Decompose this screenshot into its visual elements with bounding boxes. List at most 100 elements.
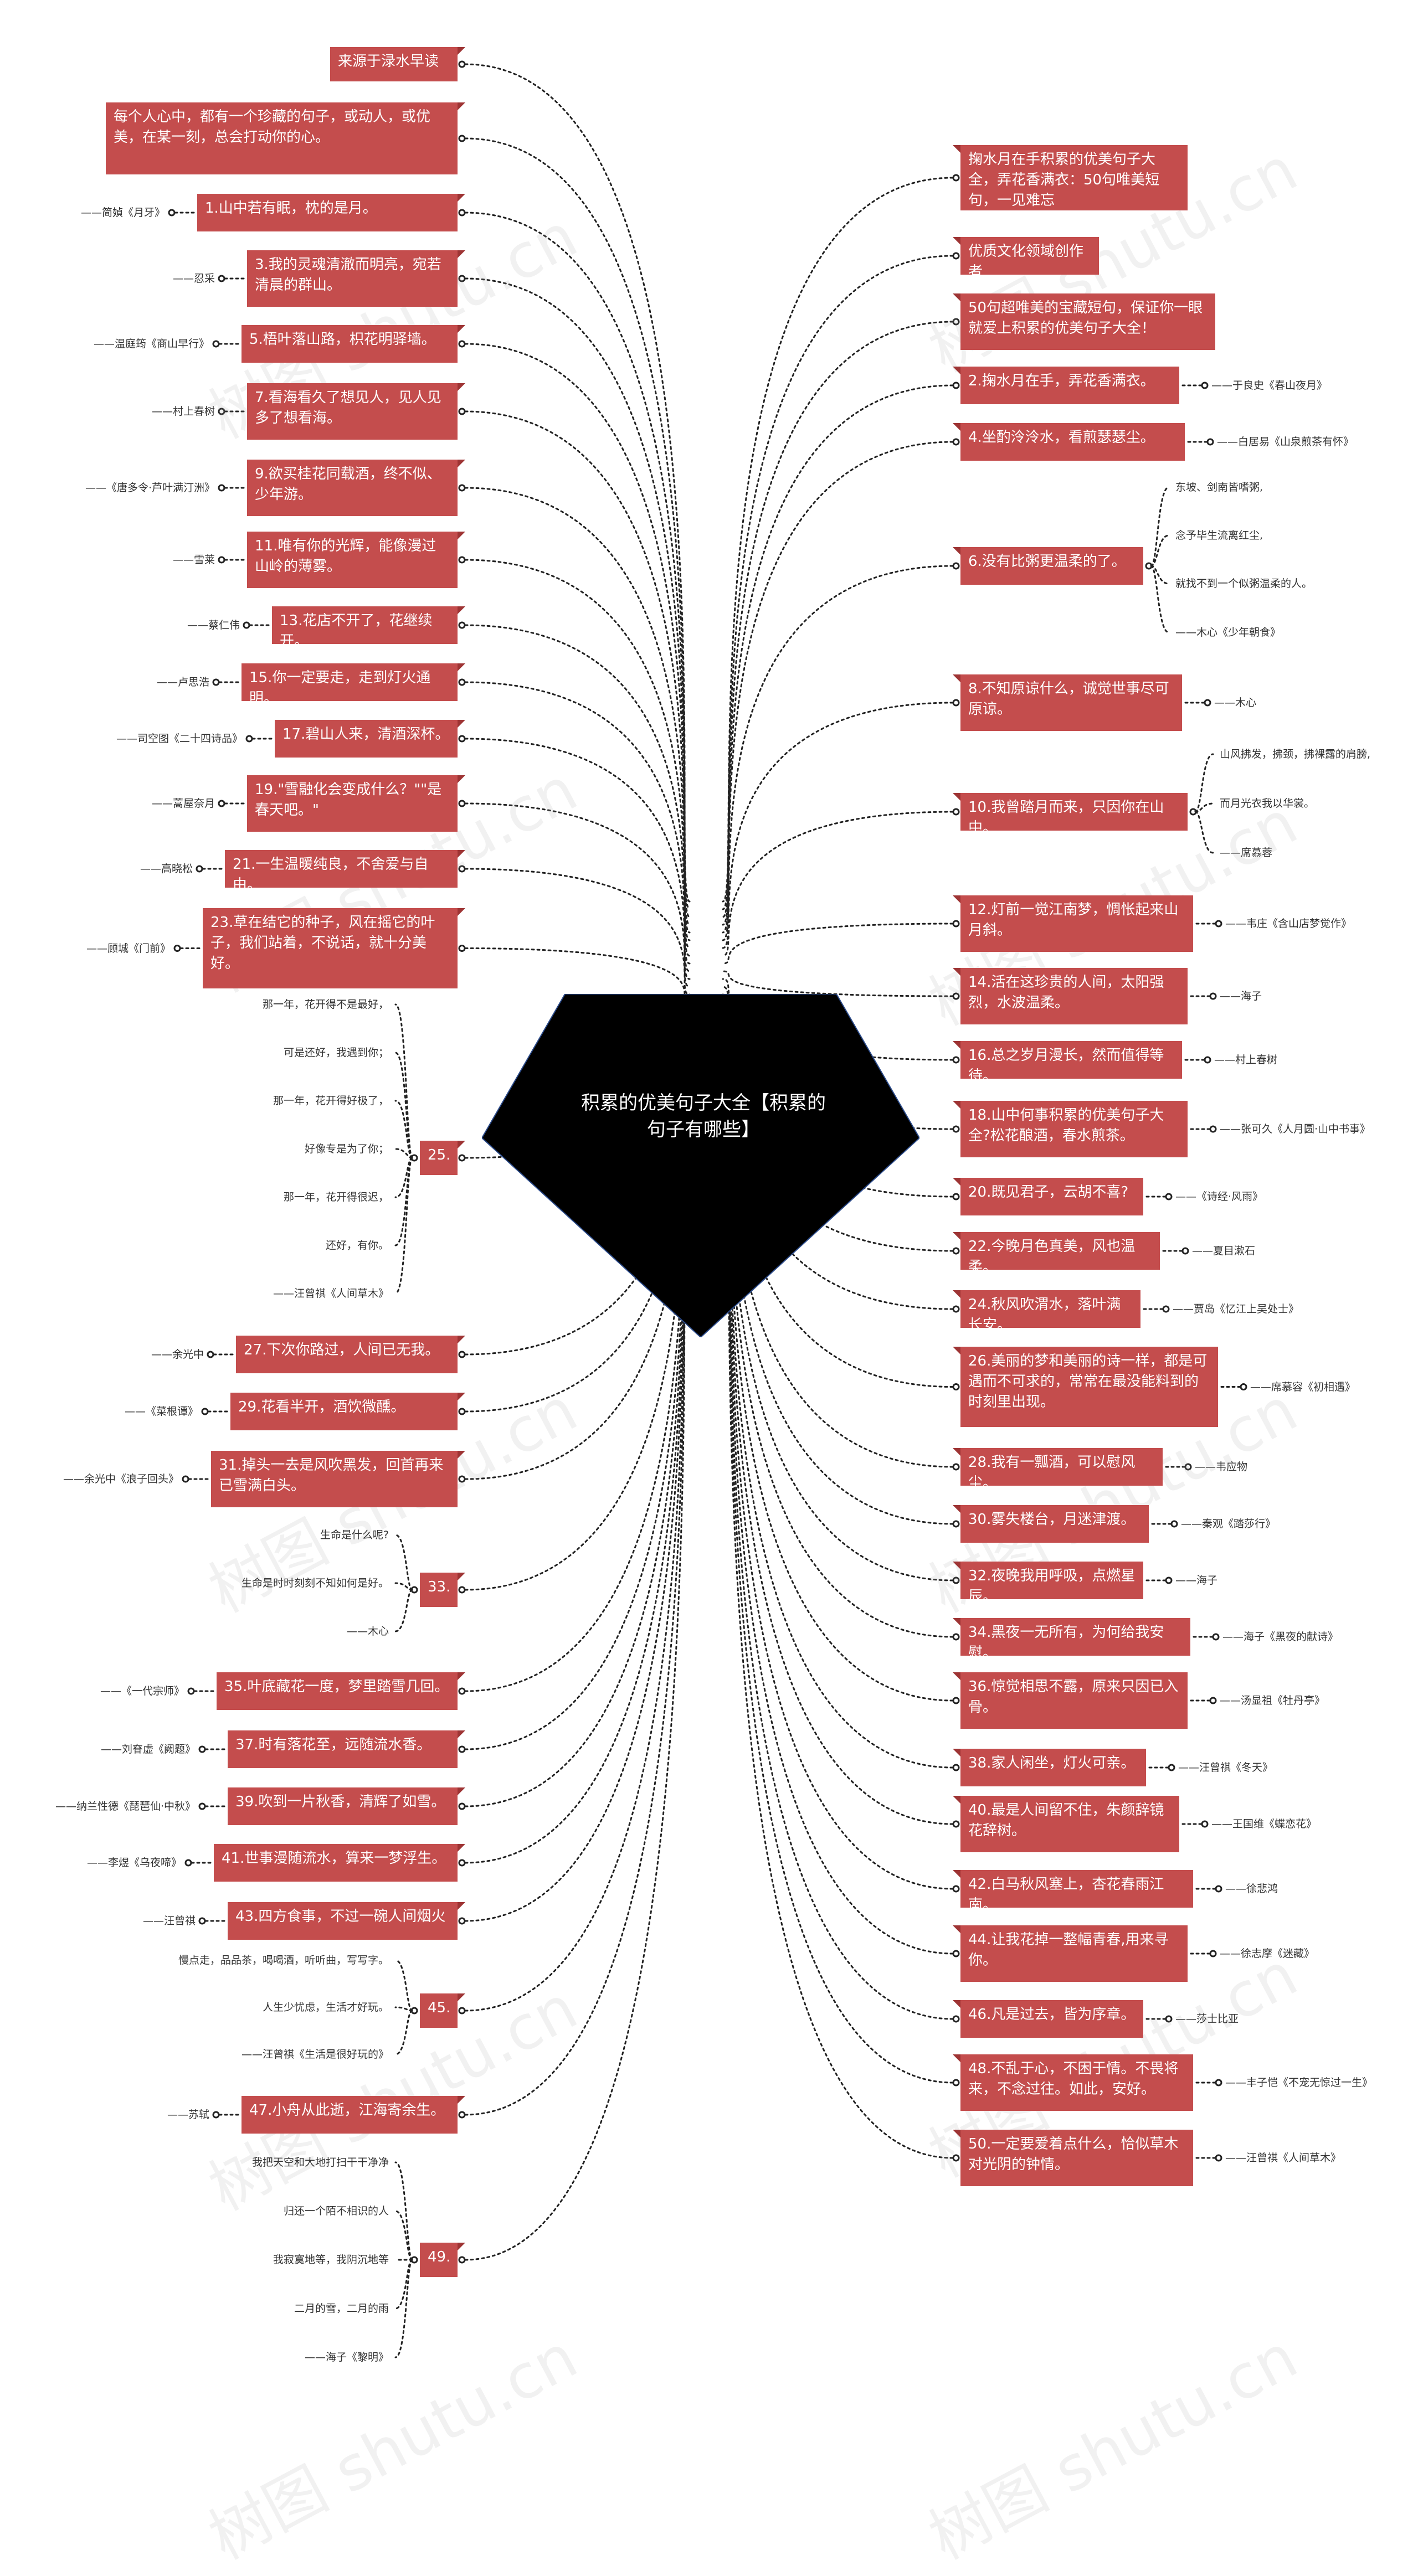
- left-leaf-text: 那一年，花开得不是最好，: [262, 998, 389, 1011]
- left-branch-node[interactable]: 3.我的灵魂清澈而明亮，宛若清晨的群山。: [247, 250, 465, 307]
- right-branch-node[interactable]: 46.凡是过去，皆为序章。: [953, 2000, 1143, 2038]
- right-branch-node[interactable]: 42.白马秋风塞上，杏花春雨江南。: [953, 1870, 1193, 1913]
- right-branch-node[interactable]: 34.黑夜一无所有，为何给我安慰。: [953, 1618, 1190, 1661]
- right-leaf-text: ——汪曾祺《冬天》: [1178, 1761, 1273, 1774]
- left-leaf-text: ——李煜《乌夜啼》: [86, 1857, 182, 1869]
- left-branch-node[interactable]: 15.你一定要走，走到灯火通明。: [242, 663, 465, 707]
- left-leaf-text: ——纳兰性德《琵琶仙·中秋》: [55, 1800, 196, 1812]
- center-node[interactable]: [482, 994, 919, 1337]
- left-branch-node[interactable]: 31.掉头一去是风吹黑发，回首再来已雪满白头。: [211, 1451, 465, 1507]
- left-branch-node[interactable]: 21.一生温暖纯良，不舍爱与自由。: [225, 850, 465, 893]
- right-branch-node[interactable]: 24.秋风吹渭水，落叶满长安。: [953, 1290, 1140, 1333]
- right-leaf-text: ——夏目漱石: [1192, 1245, 1256, 1257]
- left-branch-node[interactable]: 29.花看半开，酒饮微醺。: [230, 1393, 465, 1430]
- left-leaf-text: ——汪曾祺《生活是很好玩的》: [241, 2048, 389, 2060]
- right-branch-node[interactable]: 50.一定要爱着点什么，恰似草木对光阴的钟情。: [953, 2130, 1193, 2186]
- left-leaf-text: ——蔡仁伟: [187, 619, 240, 631]
- left-branch-node[interactable]: 47.小舟从此逝，江海寄余生。: [242, 2096, 465, 2134]
- right-branch-node[interactable]: 26.美丽的梦和美丽的诗一样，都是可遇而不可求的，常常在最没能料到的时刻里出现。: [953, 1347, 1218, 1427]
- right-leaf-text: ——白居易《山泉煎茶有怀》: [1217, 436, 1354, 448]
- right-branch-node[interactable]: 50句超唯美的宝藏短句，保证你一眼就爱上积累的优美句子大全！: [953, 293, 1215, 350]
- right-branch-node[interactable]: 掬水月在手积累的优美句子大全，弄花香满衣：50句唯美短句，一见难忘: [953, 145, 1188, 210]
- right-branch-node[interactable]: 8.不知原谅什么，诚觉世事尽可原谅。: [953, 674, 1182, 731]
- center-title: 积累的优美句子大全【积累的句子有哪些】: [581, 1092, 826, 1141]
- left-branch-node[interactable]: 37.时有落花至，远随流水香。: [228, 1730, 465, 1768]
- left-leaf-text: 那一年，花开得很迟，: [283, 1191, 389, 1203]
- right-branch-node[interactable]: 优质文化领域创作者: [953, 237, 1099, 280]
- left-leaf-text: 好像专是为了你；: [304, 1143, 389, 1155]
- right-branch-node[interactable]: 36.惊觉相思不露，原来只因已入骨。: [953, 1672, 1188, 1729]
- left-leaf-text: 慢点走，品品茶，喝喝酒，听听曲，写写字。: [178, 1954, 389, 1966]
- left-leaf-text: 生命是时时刻刻不知如何是好。: [241, 1577, 389, 1589]
- right-branch-node[interactable]: 30.雾失楼台，月迷津渡。: [953, 1505, 1149, 1543]
- right-leaf-text: ——韦庄《含山店梦觉作》: [1225, 918, 1352, 930]
- right-leaf-text: ——海子: [1175, 1574, 1218, 1586]
- right-leaf-text: 就找不到一个似粥温柔的人。: [1175, 578, 1313, 590]
- right-branch-node[interactable]: 44.让我花掉一整幅青春,用来寻你。: [953, 1925, 1188, 1982]
- right-leaf-text: ——木心《少年朝食》: [1175, 626, 1281, 638]
- right-branch-node[interactable]: 14.活在这珍贵的人间，太阳强烈，水波温柔。: [953, 968, 1188, 1024]
- right-leaf-text: 念予毕生流离红尘,: [1175, 529, 1263, 542]
- left-leaf-text: ——汪曾祺: [142, 1915, 196, 1927]
- right-leaf-text: 东坡、剑南皆嗜粥,: [1175, 481, 1263, 493]
- right-leaf-text: ——莎士比亚: [1175, 2013, 1239, 2025]
- left-leaf-text: ——卢思浩: [156, 676, 209, 688]
- left-leaf-text: ——村上春树: [151, 405, 215, 418]
- right-leaf-text: ——席慕蓉: [1220, 847, 1273, 859]
- left-branch-node[interactable]: 来源于渌水早读: [330, 47, 465, 81]
- left-branch-node[interactable]: 11.唯有你的光辉，能像漫过山岭的薄雾。: [247, 532, 465, 588]
- left-branch-node[interactable]: 27.下次你路过，人间已无我。: [236, 1336, 465, 1373]
- right-branch-node[interactable]: 18.山中何事积累的优美句子大全?松花酿酒，春水煎茶。: [953, 1101, 1188, 1157]
- left-branch-node[interactable]: 45.: [420, 1993, 465, 2028]
- left-branch-node[interactable]: 9.欲买桂花同载酒，终不似、少年游。: [247, 460, 465, 516]
- right-branch-node[interactable]: 12.灯前一觉江南梦，惆怅起来山月斜。: [953, 895, 1193, 952]
- left-branch-node[interactable]: 35.叶底藏花一度，梦里踏雪几回。: [217, 1672, 465, 1710]
- left-leaf-text: ——《一代宗师》: [100, 1685, 184, 1697]
- right-leaf-text: ——木心: [1214, 697, 1257, 709]
- right-branch-node[interactable]: 20.既见君子，云胡不喜?: [953, 1178, 1143, 1215]
- right-leaf-text: ——贾岛《忆江上吴处士》: [1173, 1303, 1299, 1315]
- left-branch-node[interactable]: 7.看海看久了想见人，见人见多了想看海。: [247, 383, 465, 440]
- left-branch-node[interactable]: 39.吹到一片秋香，清辉了如雪。: [228, 1787, 465, 1825]
- left-leaf-text: ——高晓松: [140, 863, 193, 875]
- left-leaf-text: 那一年，花开得好极了，: [273, 1095, 389, 1107]
- left-leaf-text: 生命是什么呢?: [320, 1529, 389, 1541]
- right-leaf-text: ——汤显祖《牡丹亭》: [1220, 1694, 1325, 1707]
- left-branch-node[interactable]: 33.: [420, 1573, 465, 1607]
- right-branch-node[interactable]: 40.最是人间留不住，朱颜辞镜花辞树。: [953, 1796, 1179, 1852]
- left-branch-node[interactable]: 每个人心中，都有一个珍藏的句子，或动人，或优美，在某一刻，总会打动你的心。: [106, 102, 465, 174]
- left-branch-node[interactable]: 1.山中若有眠，枕的是月。: [197, 194, 465, 231]
- right-branch-node[interactable]: 4.坐酌泠泠水，看煎瑟瑟尘。: [953, 423, 1185, 461]
- right-leaf-text: ——王国维《蝶恋花》: [1211, 1818, 1317, 1830]
- right-leaf-text: ——《诗经·风雨》: [1175, 1191, 1263, 1203]
- left-branch-node[interactable]: 19."雪融化会变成什么？""是春天吧。": [247, 775, 465, 832]
- left-leaf-text: ——余光中《浪子回头》: [63, 1473, 179, 1485]
- left-branch-node[interactable]: 5.梧叶落山路，枳花明驿墙。: [242, 325, 465, 363]
- right-leaf-text: ——韦应物: [1195, 1461, 1248, 1473]
- right-branch-node[interactable]: 6.没有比粥更温柔的了。: [953, 547, 1143, 585]
- right-leaf-text: ——于良史《春山夜月》: [1211, 379, 1328, 391]
- left-leaf-text: 我把天空和大地打扫干干净净: [251, 2156, 389, 2168]
- left-branch-node[interactable]: 49.: [420, 2243, 465, 2277]
- right-branch-node[interactable]: 16.总之岁月漫长，然而值得等待。: [953, 1041, 1182, 1084]
- right-branch-node[interactable]: 28.我有一瓢酒，可以慰风尘。: [953, 1448, 1163, 1491]
- right-branch-node[interactable]: 32.夜晚我用呼吸，点燃星辰。: [953, 1562, 1143, 1605]
- left-branch-node[interactable]: 13.花店不开了，花继续开。: [272, 606, 465, 650]
- right-branch-node[interactable]: 10.我曾踏月而来，只因你在山中。: [953, 793, 1188, 836]
- left-branch-node[interactable]: 41.世事漫随流水，算来一梦浮生。: [214, 1844, 465, 1882]
- right-leaf-text: ——村上春树: [1214, 1054, 1278, 1066]
- right-branch-node[interactable]: 2.掬水月在手，弄花香满衣。: [953, 367, 1179, 404]
- left-branch-node[interactable]: 17.碧山人来，清酒深杯。: [275, 720, 465, 758]
- right-branch-node[interactable]: 48.不乱于心，不困于情。不畏将来，不念过往。如此，安好。: [953, 2054, 1193, 2111]
- left-branch-node[interactable]: 23.草在结它的种子，风在摇它的叶子，我们站着，不说话，就十分美好。: [203, 908, 465, 988]
- left-leaf-text: 还好，有你。: [325, 1239, 389, 1251]
- left-leaf-text: ——苏轼: [167, 2109, 209, 2121]
- left-leaf-text: ——木心: [346, 1625, 389, 1637]
- right-branch-node[interactable]: 38.家人闲坐，灯火可亲。: [953, 1749, 1146, 1786]
- left-branch-node[interactable]: 25.: [420, 1141, 465, 1175]
- right-leaf-text: ——秦观《踏莎行》: [1181, 1518, 1276, 1530]
- left-branch-node[interactable]: 43.四方食事，不过一碗人间烟火: [228, 1902, 465, 1940]
- left-leaf-text: 二月的雪，二月的雨: [294, 2302, 389, 2315]
- right-branch-node[interactable]: 22.今晚月色真美，风也温柔。: [953, 1232, 1160, 1275]
